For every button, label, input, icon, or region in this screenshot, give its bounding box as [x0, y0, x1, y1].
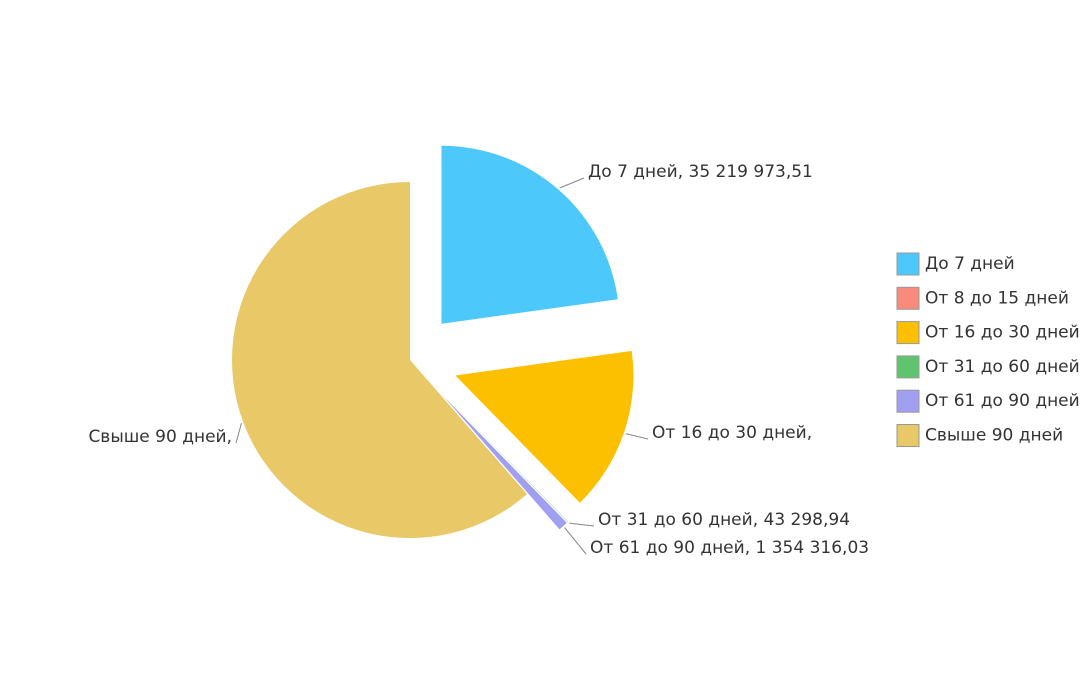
label-separator: ,	[753, 510, 764, 530]
legend-label: Свыше 90 дней	[925, 426, 1063, 446]
label-name: От 31 до 60 дней	[598, 510, 753, 530]
label-name: От 16 до 30 дней	[652, 423, 807, 443]
legend-swatch	[896, 321, 920, 345]
legend-swatch	[896, 424, 920, 447]
leader-line	[564, 527, 587, 555]
leader-line	[235, 423, 242, 444]
leader-line	[559, 177, 585, 189]
pie-slice	[455, 350, 634, 503]
label-separator: ,	[227, 427, 232, 447]
pie-slice	[232, 182, 528, 538]
data-label: От 16 до 30 дней,	[652, 423, 812, 443]
legend-label: От 61 до 90 дней	[925, 391, 1080, 411]
label-value: 1 354 316,03	[756, 538, 870, 558]
label-separator: ,	[678, 162, 689, 182]
legend-label: До 7 дней	[925, 254, 1015, 274]
label-name: От 61 до 90 дней	[590, 538, 745, 558]
legend-swatch	[896, 252, 920, 276]
data-label: От 31 до 60 дней, 43 298,94	[598, 510, 850, 530]
label-name: Свыше 90 дней	[88, 427, 226, 447]
label-value: 43 298,94	[764, 510, 851, 530]
data-label: От 61 до 90 дней, 1 354 316,03	[590, 538, 869, 558]
label-value: 35 219 973,51	[689, 162, 813, 182]
pie-slice	[442, 395, 567, 530]
data-label: До 7 дней, 35 219 973,51	[588, 162, 813, 182]
legend-swatch	[896, 389, 920, 413]
label-name: До 7 дней	[588, 162, 678, 182]
legend-label: От 8 до 15 дней	[925, 288, 1069, 308]
legend-label: От 31 до 60 дней	[925, 357, 1080, 377]
data-label: Свыше 90 дней,	[88, 427, 232, 447]
legend-swatch	[896, 355, 920, 379]
legend-swatch	[896, 286, 920, 310]
label-separator: ,	[745, 538, 756, 558]
legend-label: От 16 до 30 дней	[925, 323, 1080, 343]
pie-slice	[443, 394, 568, 522]
leader-line	[569, 522, 595, 527]
label-separator: ,	[807, 423, 812, 443]
pie-slice	[441, 145, 618, 324]
leader-line	[625, 433, 649, 440]
